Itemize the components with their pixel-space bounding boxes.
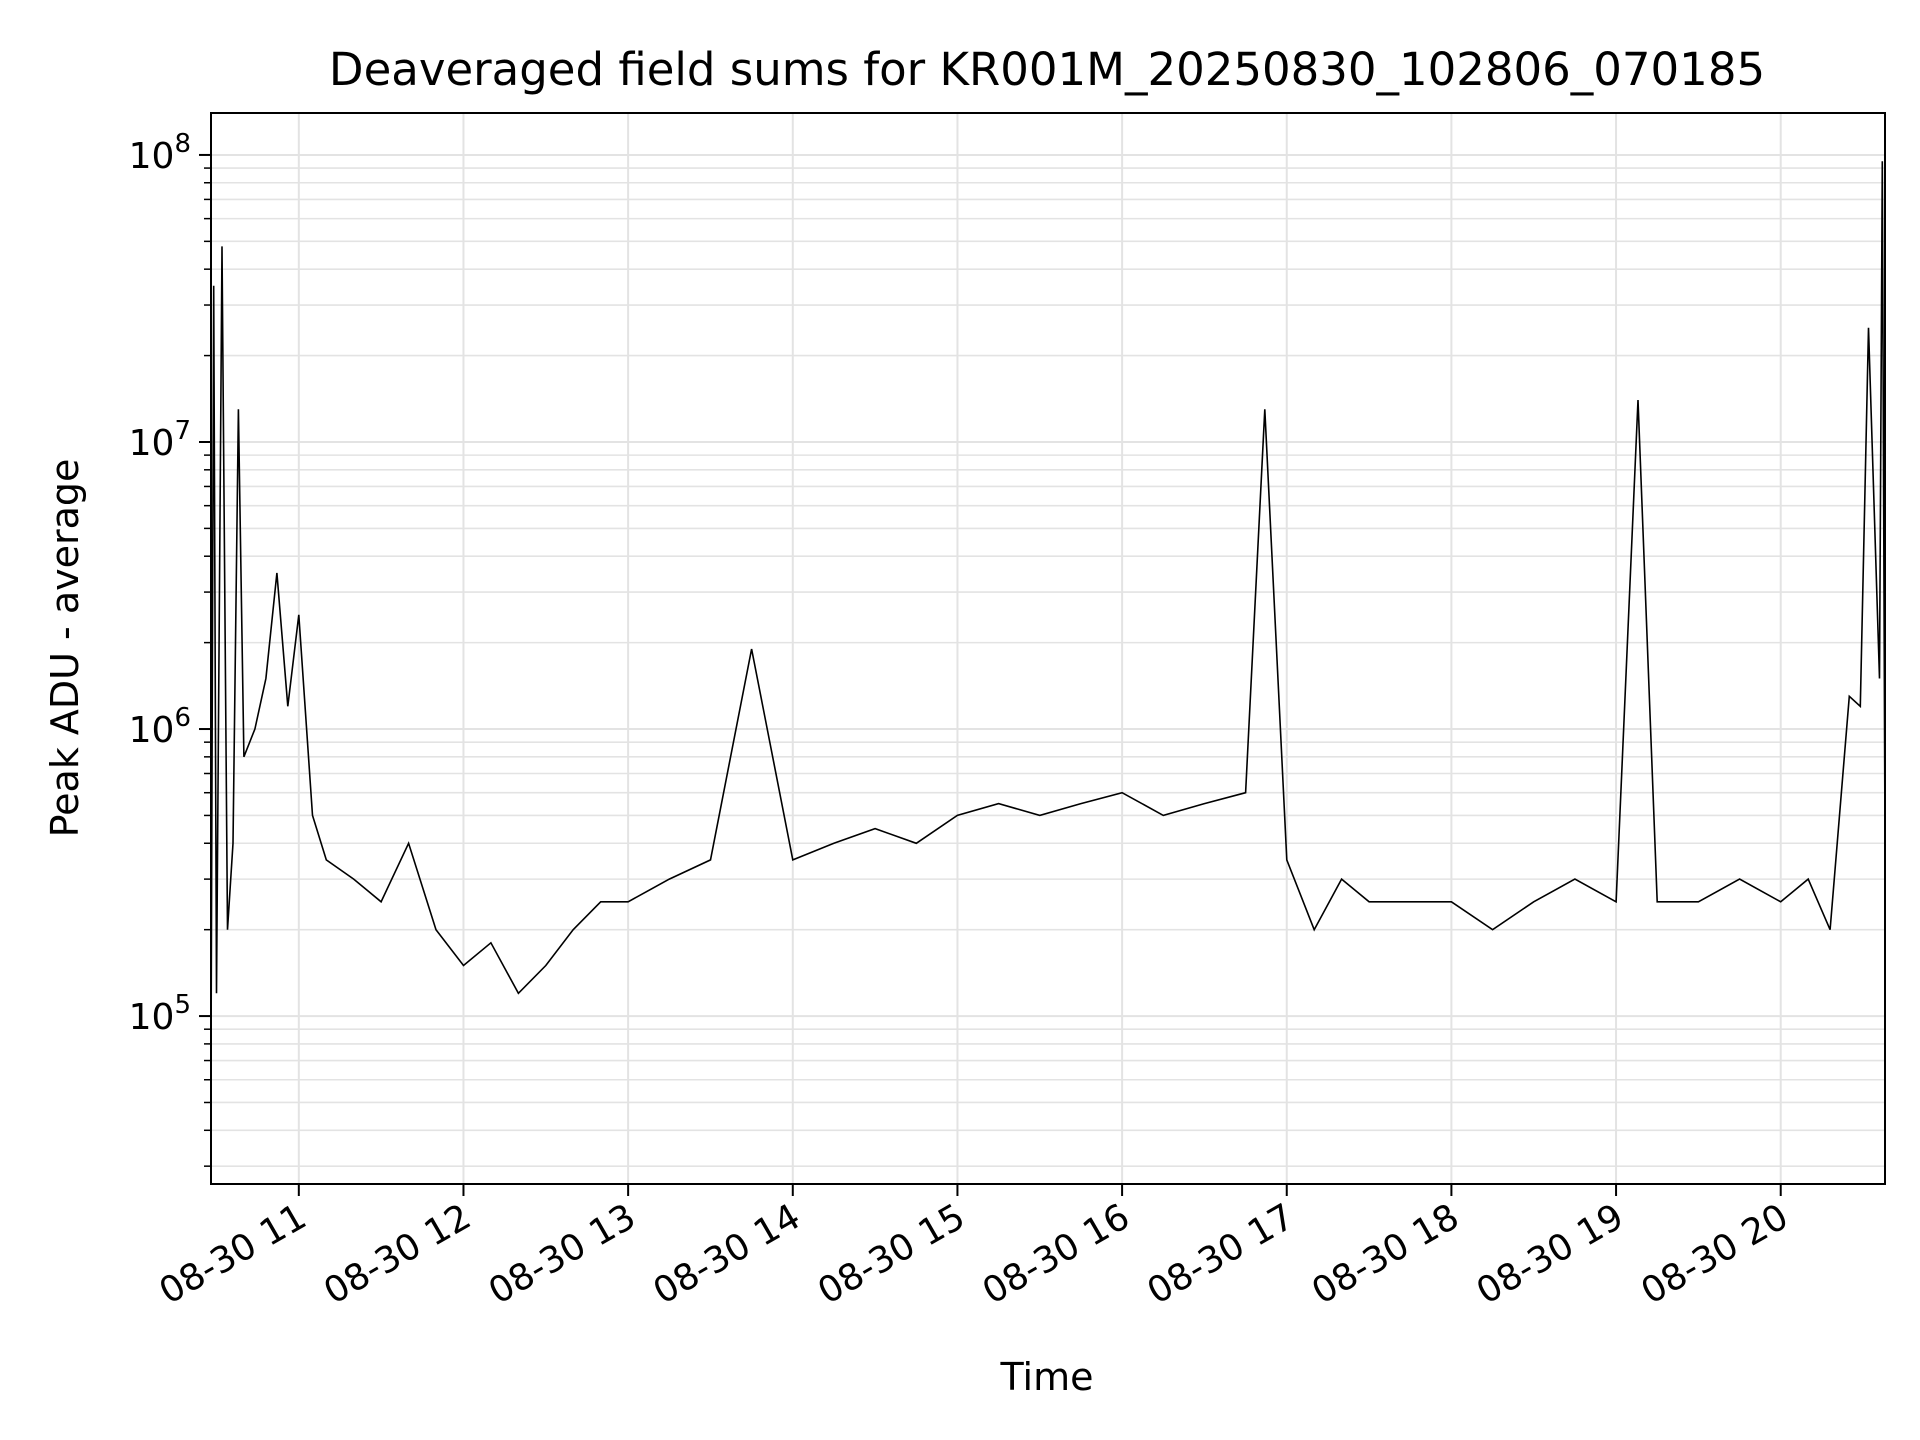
y-axis: 105 106 107 108 [129, 129, 211, 1167]
y-axis-label: Peak ADU - average [43, 459, 87, 838]
series-line [210, 161, 1886, 1061]
plot-frame [210, 112, 1886, 1185]
y-tick-label: 106 [129, 703, 191, 751]
chart-title: Deaveraged field sums for KR001M_2025083… [329, 43, 1765, 96]
grid [211, 113, 1885, 1184]
y-tick-label: 107 [129, 416, 191, 464]
plot-area [210, 161, 1886, 1061]
y-tick-label: 105 [129, 990, 191, 1038]
y-tick-label: 108 [129, 129, 191, 177]
x-axis-label: Time [1000, 1355, 1094, 1399]
